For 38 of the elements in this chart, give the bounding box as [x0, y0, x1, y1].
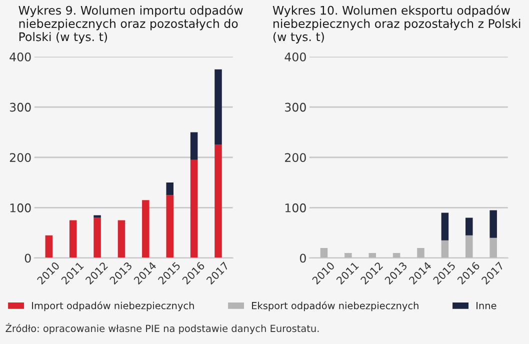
bar [466, 218, 473, 236]
bar [166, 195, 174, 258]
bar [45, 235, 53, 258]
bar [166, 182, 174, 196]
y-tick-label: 400 [10, 52, 31, 62]
chart-title: Wykres 10. Wolumen eksportu odpadów niebezpiecznych oraz pozostałych z Polski (w tys. t) [272, 5, 520, 44]
bar [441, 240, 449, 258]
text: Źródło: opracowanie własne PIE na podstawie danych Eurostatu. [6, 322, 319, 334]
bar [441, 212, 449, 240]
bar [490, 238, 497, 258]
legend-label: Eksport odpadów niebezpiecznych [252, 301, 418, 312]
bar [344, 252, 352, 258]
y-tick-label: 100 [285, 203, 306, 212]
bar [94, 218, 101, 258]
y-tick-label: 200 [285, 153, 306, 162]
legend-label: Import odpadów niebezpiecznych [32, 301, 194, 312]
bar [94, 215, 101, 218]
y-tick-label: 200 [10, 153, 31, 162]
y-tick-label: 0 [24, 254, 31, 263]
bar [142, 200, 150, 258]
bar [214, 69, 222, 145]
y-tick-label: 300 [10, 102, 31, 112]
bar [417, 248, 424, 258]
bar [118, 220, 126, 258]
y-tick-label: 100 [10, 203, 31, 212]
bar [368, 252, 376, 258]
chart-title: Wykres 9. Wolumen importu odpadów niebezpiecznych oraz pozostałych do Polski (w tys. t) [18, 5, 243, 44]
y-tick-label: 400 [284, 52, 306, 62]
legend-label: Inne [476, 302, 496, 310]
bar [190, 160, 198, 258]
bar [466, 235, 473, 258]
y-tick-label: 0 [300, 254, 306, 263]
bar [190, 132, 198, 160]
y-tick-label: 300 [285, 102, 306, 112]
bar [320, 248, 328, 258]
bar [214, 144, 222, 258]
bar [69, 220, 77, 258]
bar [490, 210, 497, 238]
